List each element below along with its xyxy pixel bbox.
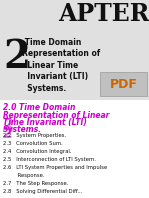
Bar: [0, 0, 149, 100]
Text: 2.2   System Properties.: 2.2 System Properties.: [3, 133, 66, 138]
Text: Representation of Linear: Representation of Linear: [3, 110, 109, 120]
Text: Time Invariant (LTI): Time Invariant (LTI): [3, 118, 87, 127]
Text: 2.6   LTI System Properties and Impulse: 2.6 LTI System Properties and Impulse: [3, 165, 107, 170]
Text: 2: 2: [3, 118, 14, 133]
Text: Time Domain
Representation of
  Linear Time
  Invariant (LTI)
  Systems.: Time Domain Representation of Linear Tim…: [22, 38, 100, 93]
Text: 2: 2: [3, 38, 30, 76]
Text: PDF: PDF: [110, 77, 137, 90]
Text: Response.: Response.: [3, 173, 45, 178]
Text: 2.7   The Step Response.: 2.7 The Step Response.: [3, 181, 68, 186]
Text: 2.5   Interconnection of LTI System.: 2.5 Interconnection of LTI System.: [3, 157, 96, 162]
Text: 2.3   Convolution Sum.: 2.3 Convolution Sum.: [3, 141, 63, 146]
Text: 2.0 Time Domain: 2.0 Time Domain: [3, 103, 75, 112]
Text: APTER: APTER: [58, 2, 149, 26]
Text: Systems.: Systems.: [3, 126, 42, 134]
Text: 2: 2: [3, 126, 14, 141]
Text: 2.8   Solving Differential Diff...: 2.8 Solving Differential Diff...: [3, 189, 82, 194]
Text: 2.4   Convolution Integral.: 2.4 Convolution Integral.: [3, 149, 72, 154]
Bar: [100, 72, 147, 96]
Bar: [0, 100, 149, 198]
